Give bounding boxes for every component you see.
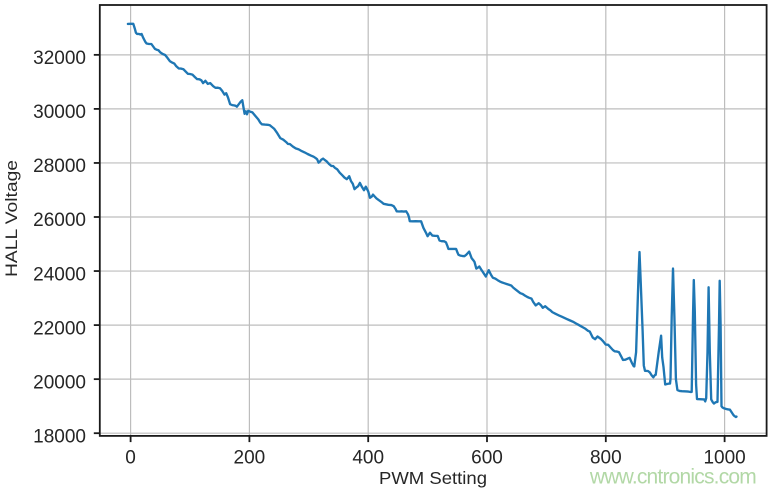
svg-text:22000: 22000 (33, 318, 86, 339)
svg-text:28000: 28000 (33, 156, 86, 177)
svg-text:26000: 26000 (33, 210, 86, 231)
svg-text:18000: 18000 (33, 426, 86, 447)
svg-text:1000: 1000 (703, 448, 745, 469)
svg-text:24000: 24000 (33, 264, 86, 285)
svg-text:400: 400 (352, 448, 384, 469)
svg-text:600: 600 (471, 448, 503, 469)
svg-text:0: 0 (125, 448, 136, 469)
svg-text:HALL Voltage: HALL Voltage (2, 160, 21, 277)
svg-text:200: 200 (234, 448, 266, 469)
svg-text:20000: 20000 (33, 372, 86, 393)
svg-text:PWM Setting: PWM Setting (379, 468, 487, 488)
svg-text:www.cntronics.com: www.cntronics.com (589, 466, 756, 489)
svg-text:32000: 32000 (33, 48, 86, 69)
svg-text:30000: 30000 (33, 102, 86, 123)
svg-text:800: 800 (590, 448, 622, 469)
